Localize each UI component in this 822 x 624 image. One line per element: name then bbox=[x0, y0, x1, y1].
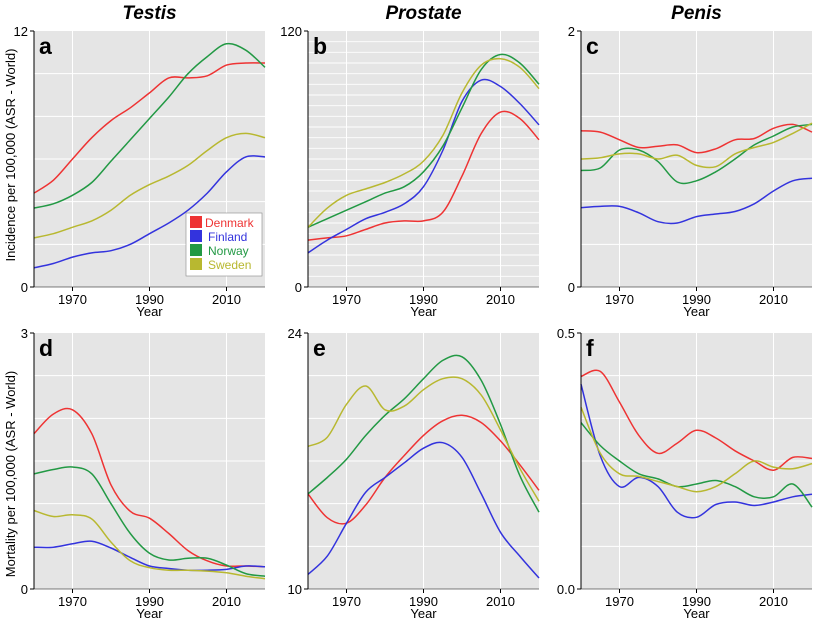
series-line-sweden-e bbox=[307, 376, 540, 502]
legend-swatch-finland bbox=[190, 230, 202, 242]
series-line-finland-e bbox=[307, 441, 540, 579]
panel-a: 0 12 1970 1990 2010 Year a Testis bbox=[14, 3, 266, 319]
legend: Denmark Finland Norway Sweden bbox=[185, 212, 263, 277]
series-line-norway-b bbox=[307, 53, 540, 228]
x-axis-label-b: Year bbox=[410, 304, 437, 319]
series-line-denmark-b bbox=[307, 110, 540, 241]
x-tick-label: 1970 bbox=[605, 292, 634, 307]
x-tick-label: 2010 bbox=[759, 292, 788, 307]
x-tick-label: 2010 bbox=[212, 594, 241, 609]
x-axis-label-d: Year bbox=[136, 606, 163, 621]
panel-title-b: Prostate bbox=[385, 3, 461, 24]
x-tick-label: 1970 bbox=[332, 594, 361, 609]
panel-label-b: b bbox=[313, 33, 327, 59]
x-tick-label: 1990 bbox=[135, 594, 164, 609]
series-line-norway-a bbox=[33, 42, 266, 209]
panel-label-a: a bbox=[39, 33, 52, 59]
y-tick-label: 0 bbox=[295, 280, 302, 295]
panel-f: 0.0 0.5 1970 1990 2010 Year f bbox=[557, 326, 813, 621]
series-line-sweden-b bbox=[307, 57, 540, 228]
y-tick-label: 3 bbox=[21, 326, 28, 341]
series-line-denmark-f bbox=[580, 369, 813, 471]
y-tick-label: 0 bbox=[21, 582, 28, 597]
y-tick-label: 2 bbox=[568, 24, 575, 39]
y-tick-label: 12 bbox=[14, 24, 28, 39]
panel-d: 0 3 1970 1990 2010 Year d bbox=[21, 326, 266, 621]
x-axis-label-e: Year bbox=[410, 606, 437, 621]
series-line-finland-a bbox=[33, 155, 266, 269]
panel-label-e: e bbox=[313, 335, 326, 361]
x-axis-label-a: Year bbox=[136, 304, 163, 319]
legend-swatch-sweden bbox=[190, 258, 202, 270]
x-tick-label: 1970 bbox=[58, 292, 87, 307]
y-axis-label-mortality: Mortality per 100,000 (ASR - World) bbox=[3, 371, 18, 577]
series-line-denmark-a bbox=[33, 62, 266, 194]
y-tick-label: 0.5 bbox=[557, 326, 575, 341]
y-axis-label-incidence: Incidence per 100,000 (ASR - World) bbox=[3, 49, 18, 262]
y-tick-label: 0 bbox=[568, 280, 575, 295]
series-line-norway-c bbox=[580, 123, 813, 185]
panel-label-c: c bbox=[586, 33, 599, 59]
series-line-norway-f bbox=[580, 422, 813, 508]
series-line-sweden-a bbox=[33, 132, 266, 239]
x-tick-label: 1970 bbox=[605, 594, 634, 609]
panel-c: 0 2 1970 1990 2010 Year c Penis bbox=[568, 3, 813, 319]
y-tick-label: 10 bbox=[288, 582, 302, 597]
panel-title-c: Penis bbox=[671, 3, 722, 24]
panel-b: 0 120 1970 1990 2010 Year b Prostate bbox=[280, 3, 540, 319]
panel-title-a: Testis bbox=[122, 3, 176, 24]
panel-e: 10 24 1970 1990 2010 Year e bbox=[288, 326, 540, 621]
x-tick-label: 1990 bbox=[682, 594, 711, 609]
x-tick-label: 2010 bbox=[486, 292, 515, 307]
legend-label-sweden: Sweden bbox=[208, 258, 251, 272]
x-tick-label: 2010 bbox=[759, 594, 788, 609]
x-tick-label: 1970 bbox=[58, 594, 87, 609]
panel-label-f: f bbox=[586, 335, 594, 361]
series-line-sweden-c bbox=[580, 122, 813, 169]
x-tick-label: 1990 bbox=[135, 292, 164, 307]
legend-swatch-norway bbox=[190, 244, 202, 256]
x-axis-label-c: Year bbox=[683, 304, 710, 319]
x-tick-label: 1990 bbox=[409, 292, 438, 307]
legend-label-norway: Norway bbox=[208, 244, 249, 258]
x-tick-label: 1970 bbox=[332, 292, 361, 307]
series-line-norway-d bbox=[33, 466, 266, 577]
legend-swatch-denmark bbox=[190, 216, 202, 228]
y-tick-label: 0 bbox=[21, 280, 28, 295]
y-tick-label: 120 bbox=[280, 24, 302, 39]
x-axis-label-f: Year bbox=[683, 606, 710, 621]
x-tick-label: 1990 bbox=[682, 292, 711, 307]
series-line-sweden-d bbox=[33, 509, 266, 580]
series-line-finland-c bbox=[580, 177, 813, 225]
series-line-norway-e bbox=[307, 354, 540, 513]
series-line-finland-b bbox=[307, 78, 540, 254]
legend-label-finland: Finland bbox=[208, 230, 247, 244]
x-tick-label: 2010 bbox=[486, 594, 515, 609]
x-tick-label: 2010 bbox=[212, 292, 241, 307]
series-line-denmark-c bbox=[580, 123, 813, 154]
series-line-denmark-d bbox=[33, 407, 266, 568]
panel-label-d: d bbox=[39, 335, 53, 361]
series-line-sweden-f bbox=[580, 406, 813, 493]
x-tick-label: 1990 bbox=[409, 594, 438, 609]
series-line-finland-f bbox=[580, 384, 813, 519]
y-tick-label: 0.0 bbox=[557, 582, 575, 597]
series-line-finland-d bbox=[33, 540, 266, 572]
y-tick-label: 24 bbox=[288, 326, 302, 341]
legend-label-denmark: Denmark bbox=[205, 216, 255, 230]
